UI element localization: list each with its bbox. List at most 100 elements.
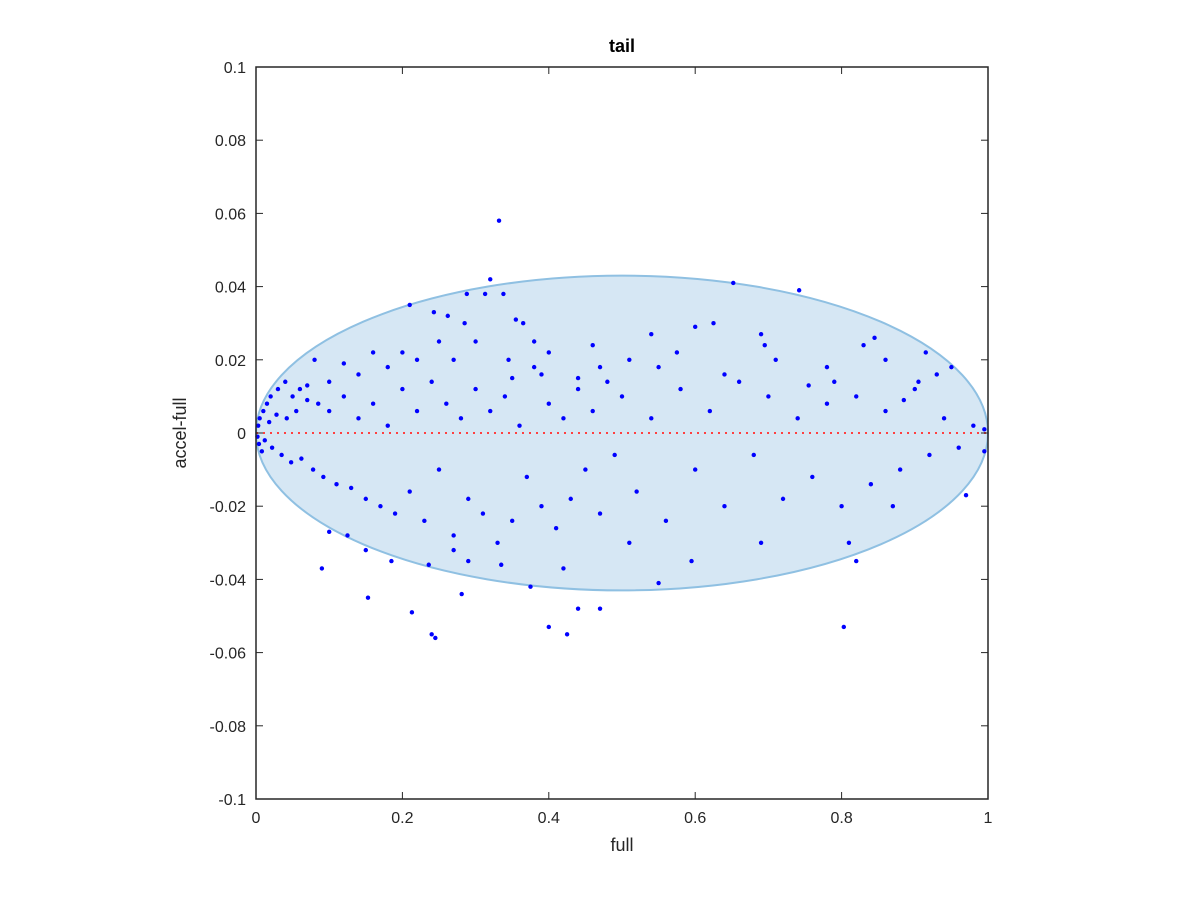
data-point [982, 427, 987, 432]
data-point [458, 416, 464, 421]
data-point [897, 467, 903, 472]
data-point [597, 606, 603, 611]
data-point [466, 496, 471, 502]
data-point [451, 357, 456, 362]
data-point [575, 386, 581, 392]
data-point [488, 277, 493, 282]
data-point [722, 504, 727, 509]
data-point [370, 350, 376, 355]
data-point [956, 445, 961, 450]
data-point [575, 606, 581, 611]
data-point [290, 394, 295, 399]
data-point [806, 383, 811, 388]
y-axis-label: accel-full [170, 397, 190, 468]
data-point [883, 357, 888, 362]
data-point [261, 408, 266, 414]
data-point [510, 375, 515, 381]
data-point [762, 342, 767, 348]
data-point [482, 291, 488, 297]
data-point [568, 496, 573, 502]
data-point [513, 317, 519, 322]
data-point [283, 379, 288, 384]
data-point [619, 394, 625, 399]
data-point [345, 533, 350, 538]
data-point [758, 540, 764, 545]
data-point [312, 357, 317, 362]
data-point [389, 558, 394, 564]
x-axis-label: full [610, 835, 633, 855]
data-point [949, 364, 954, 370]
data-point [766, 394, 771, 399]
data-point [912, 386, 917, 392]
data-point [407, 489, 412, 494]
data-point [539, 372, 544, 377]
data-point [583, 467, 588, 472]
data-point [693, 324, 698, 330]
data-point [590, 408, 595, 414]
data-point [597, 511, 603, 516]
data-point [506, 357, 511, 362]
data-point [341, 361, 347, 366]
data-point [305, 383, 310, 388]
x-tick-labels: 0 0.2 0.4 0.6 0.8 1 [252, 810, 993, 827]
data-point [963, 493, 969, 498]
data-point [356, 372, 361, 377]
data-point [656, 364, 661, 370]
data-point [305, 397, 310, 403]
data-point [916, 379, 921, 384]
data-point [348, 485, 354, 491]
data-point [773, 357, 778, 362]
data-point [257, 416, 262, 421]
y-tick-label: 0.08 [215, 133, 246, 150]
data-point [780, 496, 786, 502]
data-point [400, 386, 405, 392]
data-point [528, 584, 533, 589]
data-point [971, 423, 976, 428]
y-tick-label: 0.02 [215, 353, 246, 370]
data-point [466, 558, 471, 564]
data-point [832, 379, 837, 384]
data-point [841, 624, 846, 630]
data-point [327, 379, 332, 384]
data-point [810, 474, 815, 480]
data-point [663, 518, 669, 524]
data-point [674, 350, 680, 355]
data-point [444, 401, 449, 406]
data-point [649, 416, 654, 421]
data-point [561, 416, 566, 421]
data-point [546, 350, 551, 355]
data-point [473, 386, 478, 392]
data-point [363, 496, 368, 502]
data-point [824, 401, 830, 406]
data-points-layer [255, 218, 987, 641]
data-point [934, 372, 939, 377]
data-point [796, 288, 802, 293]
data-point [531, 339, 537, 344]
data-point [310, 467, 316, 472]
data-point [656, 580, 661, 586]
data-point [575, 375, 581, 381]
data-point [597, 364, 603, 370]
data-point [689, 558, 694, 564]
axes-layer [255, 66, 989, 800]
data-point [923, 350, 928, 355]
y-tick-label: 0.04 [215, 280, 246, 297]
data-point [288, 460, 294, 465]
data-point [854, 558, 859, 564]
data-point [634, 489, 639, 494]
y-tick-labels: -0.1 -0.08 -0.06 -0.04 -0.02 0 0.02 0.04 0.06 0.0… [210, 60, 247, 809]
data-point [327, 408, 332, 414]
data-point [941, 416, 947, 421]
data-point [711, 321, 716, 326]
x-tick-label: 0.6 [684, 810, 706, 827]
data-point [751, 452, 756, 458]
data-point [274, 412, 279, 417]
y-tick-label: -0.04 [210, 572, 247, 589]
data-point [539, 504, 544, 509]
data-point [627, 540, 632, 545]
data-point [255, 423, 261, 428]
x-tick-label: 0.8 [830, 810, 852, 827]
data-point [736, 379, 742, 384]
data-point [510, 518, 515, 524]
